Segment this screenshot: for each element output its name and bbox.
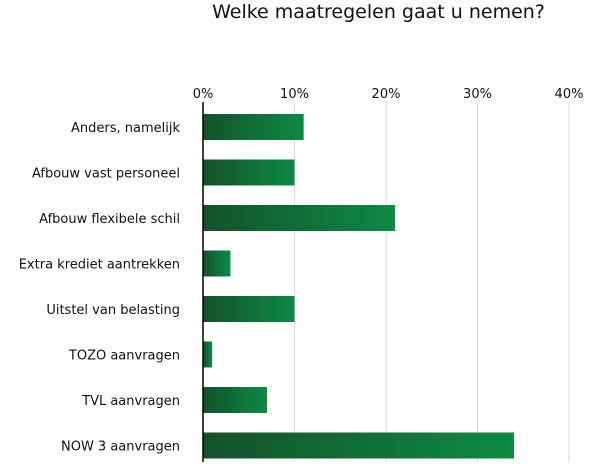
bar <box>203 250 231 277</box>
category-label: Afbouw vast personeel <box>32 167 180 182</box>
x-tick-label: 40% <box>555 87 584 102</box>
chart-title: Welke maatregelen gaat u nemen? <box>212 1 545 23</box>
grid-lines <box>294 102 570 462</box>
bar <box>203 387 268 413</box>
category-label: Uitstel van belasting <box>46 303 180 318</box>
bar <box>203 159 295 186</box>
category-label: Afbouw flexibele schil <box>39 212 180 227</box>
category-label: TVL aanvragen <box>81 394 180 409</box>
x-tick-labels: 0% 10% 20% 30% 40% <box>193 87 584 102</box>
x-tick-label: 10% <box>280 87 309 102</box>
bar <box>203 205 396 231</box>
category-label: TOZO aanvragen <box>68 349 180 364</box>
bar <box>203 296 295 322</box>
bar <box>203 114 304 140</box>
category-label: NOW 3 aanvragen <box>61 440 180 455</box>
bars <box>203 114 515 459</box>
category-label: Extra krediet aantrekken <box>19 258 180 273</box>
category-labels: Anders, namelijk Afbouw vast personeel Afb… <box>19 121 181 455</box>
x-tick-label: 20% <box>372 87 401 102</box>
bar <box>203 341 213 368</box>
x-tick-label: 30% <box>463 87 492 102</box>
bar <box>203 432 515 459</box>
category-label: Anders, namelijk <box>71 121 180 136</box>
x-tick-label: 0% <box>193 87 214 102</box>
